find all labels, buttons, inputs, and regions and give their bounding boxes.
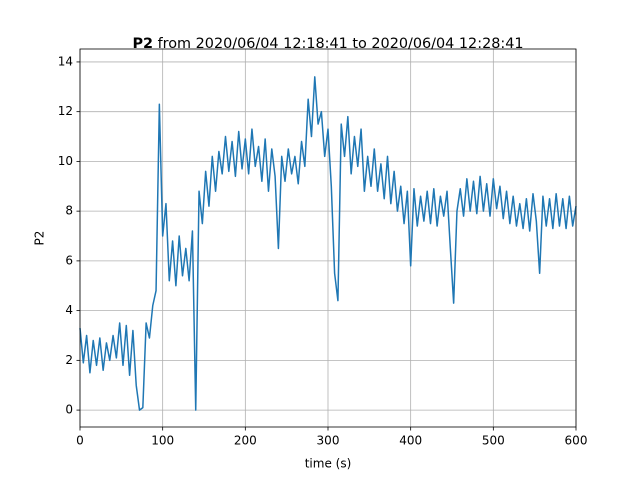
y-tick-label: 4 xyxy=(65,303,73,317)
x-tick-label: 400 xyxy=(399,434,422,448)
x-tick-label: 300 xyxy=(317,434,340,448)
y-tick-label: 8 xyxy=(65,204,73,218)
title-bold: P2 xyxy=(132,36,153,52)
y-tick-label: 10 xyxy=(58,154,73,168)
y-tick-label: 12 xyxy=(58,104,73,118)
data-line xyxy=(79,76,577,411)
y-tick-label: 6 xyxy=(65,253,73,267)
plot-area: 0 100 200 300 400 500 600 0 2 4 6 8 10 12 14 xyxy=(58,48,588,448)
y-tick-label: 2 xyxy=(65,353,73,367)
chart-title: P2 from 2020/06/04 12:18:41 to 2020/06/0… xyxy=(132,36,523,52)
y-tick-label: 14 xyxy=(58,54,73,68)
title-rest: from 2020/06/04 12:18:41 to 2020/06/04 1… xyxy=(158,36,524,52)
x-tick-label: 0 xyxy=(76,434,84,448)
y-tick-label: 0 xyxy=(65,403,73,417)
axes-frame xyxy=(79,48,577,428)
x-tick-label: 100 xyxy=(151,434,174,448)
x-tick-label: 600 xyxy=(565,434,588,448)
x-axis-label: time (s) xyxy=(305,457,352,471)
x-tick-label: 200 xyxy=(234,434,257,448)
y-axis-label: P2 xyxy=(33,231,47,246)
x-tick-label: 500 xyxy=(482,434,505,448)
